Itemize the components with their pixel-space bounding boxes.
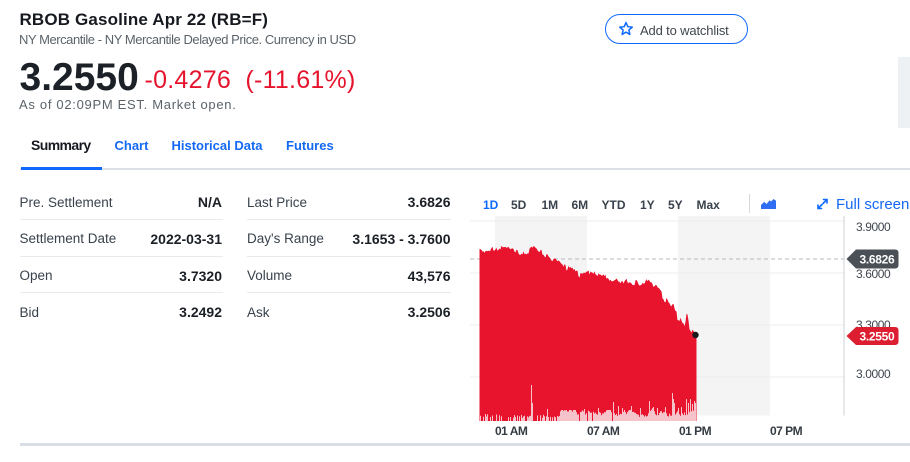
svg-text:3.2550: 3.2550 <box>860 330 896 344</box>
svg-text:3.6826: 3.6826 <box>860 253 896 267</box>
